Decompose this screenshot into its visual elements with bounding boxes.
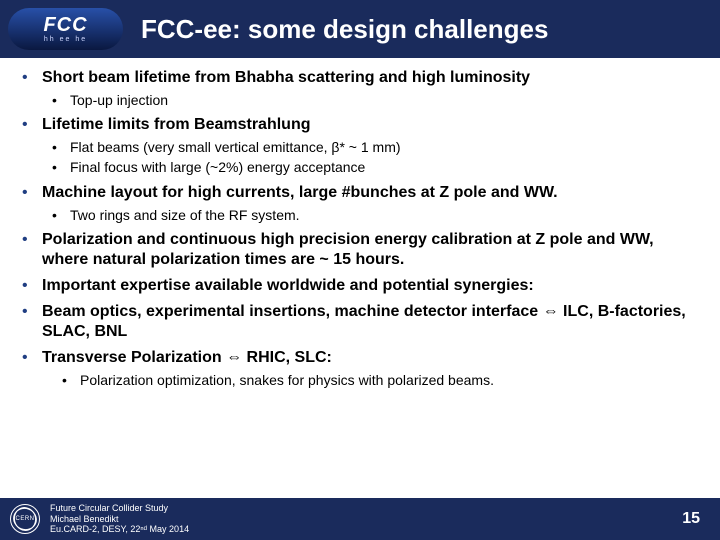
bullet-item: •Transverse Polarization ⇔ RHIC, SLC: bbox=[22, 348, 698, 368]
header-band: FCC hh ee he FCC-ee: some design challen… bbox=[0, 0, 720, 58]
sub-bullet-text: Final focus with large (~2%) energy acce… bbox=[70, 158, 365, 176]
bullet-marker: • bbox=[52, 91, 70, 109]
bullet-marker: • bbox=[22, 276, 42, 296]
bullet-marker: • bbox=[22, 230, 42, 250]
footer-text: Future Circular Collider Study Michael B… bbox=[50, 503, 189, 535]
bullet-marker: • bbox=[22, 348, 42, 368]
logo-main-text: FCC bbox=[43, 15, 87, 35]
footer-line-1: Future Circular Collider Study bbox=[50, 503, 189, 514]
logo-sub-text: hh ee he bbox=[44, 36, 87, 43]
bullet-text: Lifetime limits from Beamstrahlung bbox=[42, 115, 311, 135]
sub2-bullet-text: Polarization optimization, snakes for ph… bbox=[80, 371, 494, 389]
footer-band: CERN Future Circular Collider Study Mich… bbox=[0, 498, 720, 540]
bullet-text: Transverse Polarization ⇔ RHIC, SLC: bbox=[42, 348, 332, 368]
bullet-item: •Lifetime limits from Beamstrahlung bbox=[22, 115, 698, 135]
cern-logo-text: CERN bbox=[15, 516, 34, 522]
sub-bullet-text: Two rings and size of the RF system. bbox=[70, 206, 300, 224]
sub-bullet-list: •Flat beams (very small vertical emittan… bbox=[52, 138, 698, 176]
footer-line-2: Michael Benedikt bbox=[50, 514, 189, 525]
bullet-marker: • bbox=[62, 371, 80, 389]
page-number: 15 bbox=[682, 510, 700, 528]
bullet-list: •Short beam lifetime from Bhabha scatter… bbox=[22, 68, 698, 389]
bullet-text: Important expertise available worldwide … bbox=[42, 276, 534, 296]
bullet-marker: • bbox=[22, 115, 42, 135]
sub-bullet-item: •Top-up injection bbox=[52, 91, 698, 109]
bullet-text: Machine layout for high currents, large … bbox=[42, 183, 558, 203]
sub-bullet-text: Flat beams (very small vertical emittanc… bbox=[70, 138, 401, 156]
sub-bullet-list: •Two rings and size of the RF system. bbox=[52, 206, 698, 224]
bullet-marker: • bbox=[52, 206, 70, 224]
bullet-text: Polarization and continuous high precisi… bbox=[42, 230, 698, 270]
sub2-bullet-item: •Polarization optimization, snakes for p… bbox=[62, 371, 698, 389]
slide-title: FCC-ee: some design challenges bbox=[141, 14, 548, 45]
sub-bullet-text: Top-up injection bbox=[70, 91, 168, 109]
sub-bullet-item: •Final focus with large (~2%) energy acc… bbox=[52, 158, 698, 176]
sub-bullet-list: •Top-up injection bbox=[52, 91, 698, 109]
sub-bullet-item: •Flat beams (very small vertical emittan… bbox=[52, 138, 698, 156]
bullet-marker: • bbox=[22, 302, 42, 322]
bullet-text: Short beam lifetime from Bhabha scatteri… bbox=[42, 68, 530, 88]
bullet-item: •Important expertise available worldwide… bbox=[22, 276, 698, 296]
cern-logo-icon: CERN bbox=[10, 504, 40, 534]
bullet-item: •Machine layout for high currents, large… bbox=[22, 183, 698, 203]
bullet-marker: • bbox=[22, 183, 42, 203]
fcc-logo: FCC hh ee he bbox=[8, 8, 123, 50]
footer-line-3: Eu.CARD-2, DESY, 22ⁿᵈ May 2014 bbox=[50, 524, 189, 535]
bullet-item: •Polarization and continuous high precis… bbox=[22, 230, 698, 270]
sub-bullet-item: •Two rings and size of the RF system. bbox=[52, 206, 698, 224]
bullet-marker: • bbox=[52, 158, 70, 176]
sub2-bullet-list: •Polarization optimization, snakes for p… bbox=[62, 371, 698, 389]
bullet-item: •Short beam lifetime from Bhabha scatter… bbox=[22, 68, 698, 88]
bullet-text: Beam optics, experimental insertions, ma… bbox=[42, 302, 698, 342]
bullet-item: •Beam optics, experimental insertions, m… bbox=[22, 302, 698, 342]
slide-content: •Short beam lifetime from Bhabha scatter… bbox=[0, 58, 720, 389]
bullet-marker: • bbox=[52, 138, 70, 156]
bullet-marker: • bbox=[22, 68, 42, 88]
